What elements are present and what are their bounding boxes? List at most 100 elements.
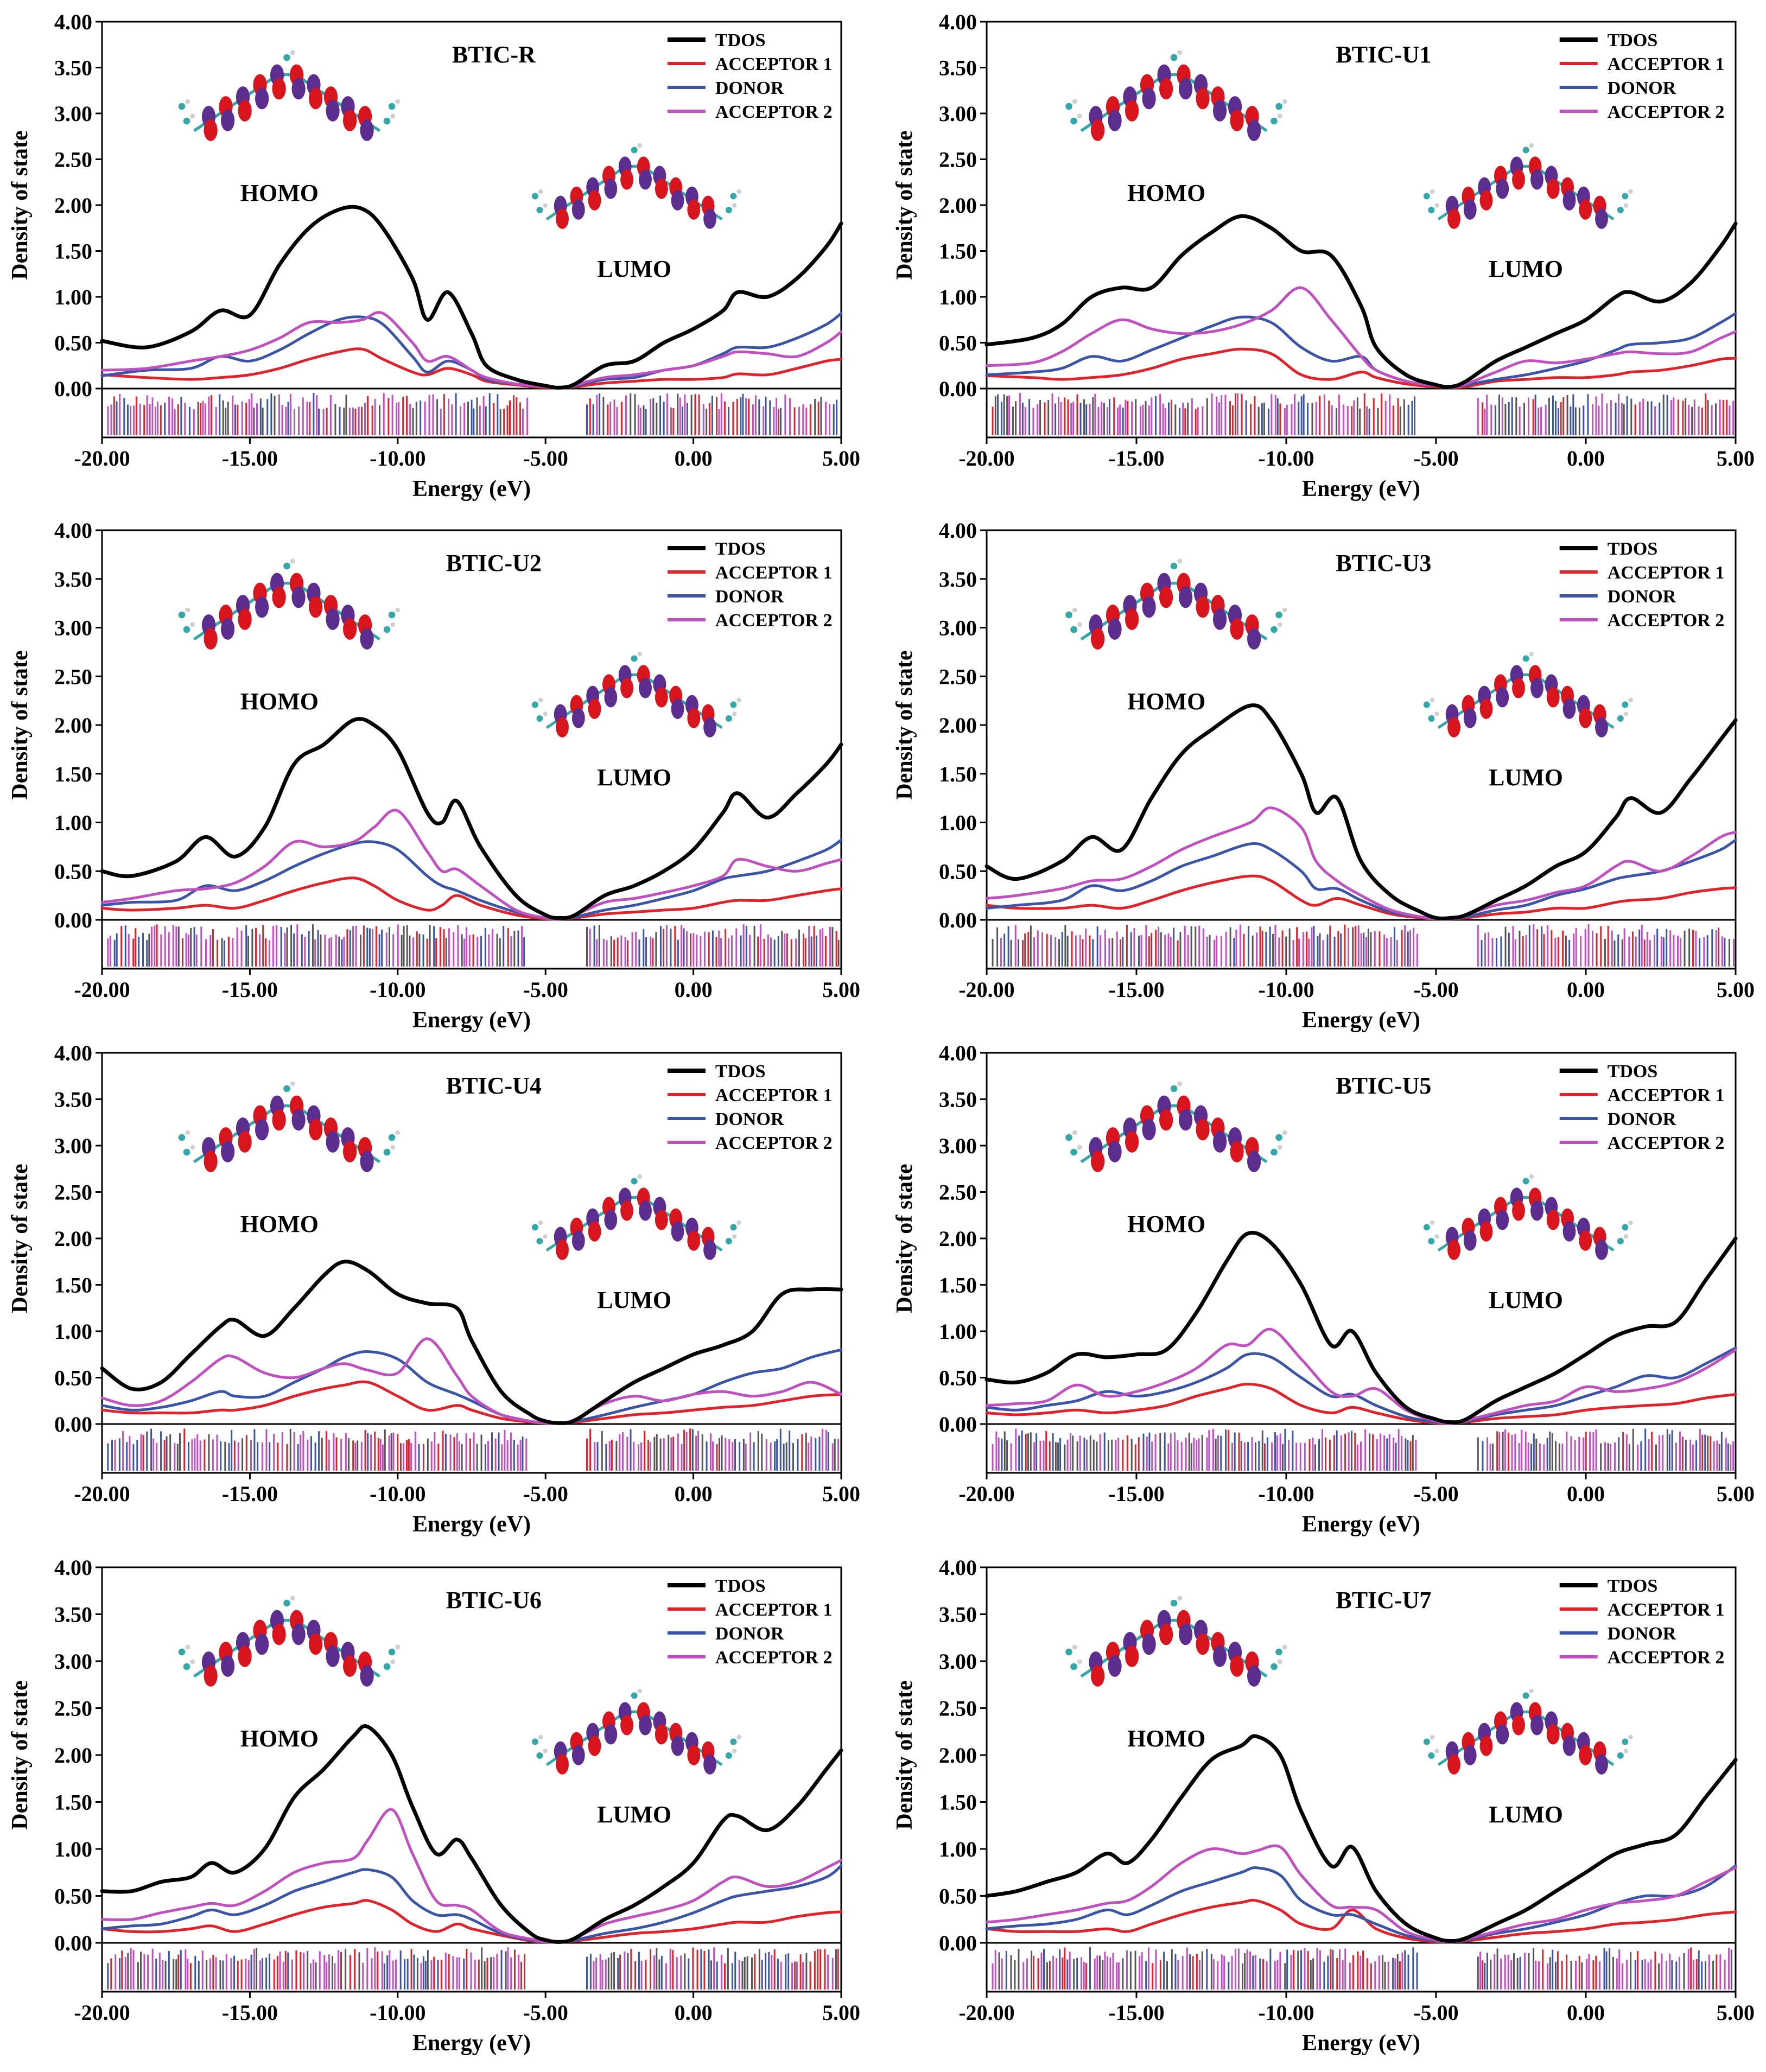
molecule-atom: [1430, 697, 1435, 703]
molecule-atom: [185, 607, 190, 613]
y-tick-label: 0.50: [939, 1884, 977, 1909]
molecule-atom: [1623, 1749, 1629, 1753]
legend-label: ACCEPTOR 2: [715, 102, 833, 122]
molecule-atom: [1617, 1752, 1624, 1759]
y-tick-label: 1.50: [54, 1790, 92, 1815]
orbital-lobe: [571, 708, 585, 728]
lumo-molecule-image: [1423, 651, 1633, 738]
plot-frame: [101, 1052, 842, 1474]
orbital-lobe: [1447, 717, 1460, 738]
orbital-lobe: [1579, 1230, 1592, 1251]
molecule-atom: [388, 1648, 396, 1656]
molecule-atom: [283, 54, 290, 61]
legend-label: ACCEPTOR 1: [1608, 1085, 1725, 1105]
orbital-lobe: [255, 87, 269, 110]
series-line-acceptor-1: [100, 347, 843, 390]
x-axis-label: Energy (eV): [412, 1008, 531, 1033]
x-tick-label: -15.00: [1108, 977, 1164, 1002]
molecule-atom: [1077, 1659, 1082, 1664]
homo-molecule-image: [178, 1081, 401, 1172]
molecule-atom: [1070, 1148, 1077, 1156]
lumo-label: LUMO: [597, 764, 671, 791]
molecule-atom: [1070, 626, 1077, 633]
orbital-lobe: [1479, 190, 1493, 211]
orbital-lobe: [1562, 698, 1576, 719]
molecule-atom: [190, 113, 195, 119]
y-tick-label: 0.00: [54, 1412, 92, 1437]
orbital-lobe: [1108, 618, 1122, 640]
orbital-lobe: [1125, 1645, 1139, 1667]
orbital-lobe: [1579, 708, 1592, 728]
orbital-lobe: [620, 1715, 633, 1736]
molecule-atom: [637, 1688, 643, 1694]
orbital-lobe: [1546, 1210, 1560, 1230]
x-tick-label: -5.00: [1413, 1482, 1458, 1506]
molecule-atom: [1617, 1238, 1624, 1244]
molecule-atom: [536, 207, 543, 213]
molecule-atom: [388, 611, 396, 619]
molecule-atom: [1282, 99, 1287, 104]
x-tick-label: -15.00: [1108, 446, 1164, 471]
molecule-atom: [1275, 1134, 1282, 1141]
x-tick-label: -20.00: [958, 977, 1014, 1002]
molecule-atom: [1070, 1663, 1077, 1670]
homo-label: HOMO: [240, 1211, 319, 1237]
y-tick-label: 1.00: [939, 811, 977, 835]
panel-title: BTIC-U1: [1336, 41, 1431, 68]
orbital-lobe: [360, 1151, 374, 1172]
orbital-lobe: [620, 678, 633, 698]
legend-label: TDOS: [1608, 539, 1658, 559]
x-tick-label: 0.00: [675, 2000, 713, 2025]
orbital-lobe: [1179, 586, 1193, 608]
orbital-lobe: [556, 208, 569, 229]
y-tick-label: 3.50: [939, 1088, 977, 1112]
molecule-atom: [1177, 558, 1183, 564]
y-tick-label: 3.50: [54, 567, 92, 592]
eigenvalue-sticks: [992, 924, 1735, 967]
orbital-lobe: [1479, 698, 1493, 719]
molecule-atom: [383, 1148, 391, 1156]
y-tick-label: 3.50: [54, 1088, 92, 1112]
plot-frame: [101, 21, 842, 438]
lumo-molecule-image: [531, 1688, 741, 1775]
series-line-acceptor-1: [100, 1380, 843, 1425]
molecule-atom: [390, 1145, 396, 1150]
series-line-donor: [985, 838, 1737, 921]
orbital-lobe: [255, 1118, 269, 1141]
orbital-lobe: [1142, 87, 1156, 110]
series-line-acceptor-2: [985, 286, 1737, 389]
series-line-acceptor-1: [985, 874, 1737, 920]
y-tick-label: 0.00: [939, 1931, 977, 1955]
orbital-lobe: [272, 586, 286, 608]
series-line-donor: [100, 312, 843, 389]
x-tick-label: -5.00: [1413, 446, 1458, 471]
molecule-atom: [536, 1752, 543, 1759]
y-tick-label: 0.50: [939, 1366, 977, 1390]
orbital-lobe: [703, 208, 716, 229]
orbital-lobe: [1463, 1230, 1477, 1251]
orbital-lobe: [1546, 1724, 1560, 1745]
x-tick-label: 0.00: [675, 977, 713, 1002]
homo-label: HOMO: [1127, 1211, 1205, 1237]
y-tick-label: 3.00: [54, 616, 92, 640]
dos-panel: 0.00 0.50 1.00 1.50 2.00 2.50 3.00 3.50 4.00 -20.…: [8, 10, 860, 501]
orbital-lobe: [1595, 1754, 1608, 1775]
orbital-lobe: [1179, 78, 1193, 100]
x-tick-label: -10.00: [1258, 446, 1314, 471]
x-tick-label: 0.00: [1567, 1482, 1605, 1506]
molecule-atom: [1430, 1734, 1435, 1740]
orbital-lobe: [1108, 110, 1122, 131]
molecule-atom: [1270, 1663, 1278, 1670]
orbital-lobe: [1091, 1665, 1105, 1687]
orbital-lobe: [703, 1754, 716, 1775]
series-line-tdos: [100, 205, 843, 390]
y-tick-label: 4.00: [54, 518, 92, 543]
orbital-lobe: [343, 110, 357, 131]
orbital-lobe: [1463, 1745, 1477, 1765]
orbital-lobe: [1213, 1645, 1227, 1667]
orbital-lobe: [309, 87, 323, 110]
molecule-atom: [1072, 607, 1077, 613]
molecule-atom: [1623, 1234, 1629, 1239]
molecule-atom: [736, 189, 741, 194]
molecule-atom: [631, 1178, 638, 1185]
